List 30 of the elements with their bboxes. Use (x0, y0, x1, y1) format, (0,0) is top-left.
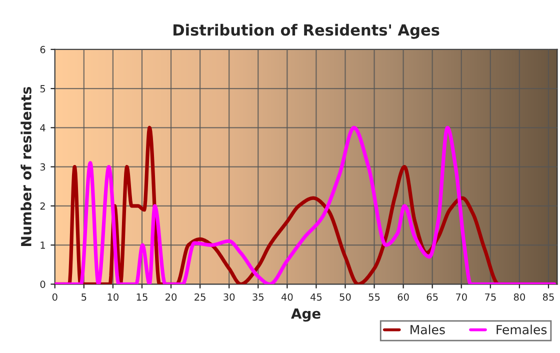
y-tick-label: 5 (40, 85, 46, 92)
y-tick-label: 1 (40, 242, 45, 249)
x-tick-label: 10 (108, 293, 118, 301)
x-tick-label: 85 (542, 293, 554, 301)
legend-label: Females (496, 324, 547, 334)
x-tick-label: 55 (368, 293, 380, 301)
x-tick-label: 70 (456, 293, 467, 301)
x-axis-title: Age (291, 308, 320, 322)
x-tick-label: 65 (426, 293, 438, 301)
x-tick-label: 60 (398, 293, 409, 301)
chart-title: Distribution of Residents' Ages (174, 24, 440, 39)
legend-label: Males (410, 324, 445, 334)
y-tick-label: 2 (40, 202, 45, 210)
y-axis-title: Number of residents (20, 87, 32, 246)
x-tick-label: 30 (224, 293, 235, 301)
x-tick-label: 50 (340, 293, 351, 301)
y-tick-label: 3 (40, 163, 46, 171)
y-tick-label: 0 (40, 280, 46, 288)
x-tick-label: 15 (136, 293, 148, 301)
x-tick-label: 20 (166, 293, 177, 301)
x-tick-label: 75 (485, 293, 496, 301)
x-tick-label: 40 (281, 293, 293, 301)
x-tick-label: 35 (252, 293, 264, 301)
y-tick-label: 4 (40, 124, 46, 132)
x-tick-label: 45 (310, 293, 322, 301)
x-tick-label: 5 (82, 293, 86, 301)
x-tick-label: 0 (52, 293, 58, 301)
x-tick-label: 80 (514, 293, 525, 301)
y-tick-label: 6 (40, 46, 46, 54)
x-tick-label: 25 (194, 293, 206, 301)
